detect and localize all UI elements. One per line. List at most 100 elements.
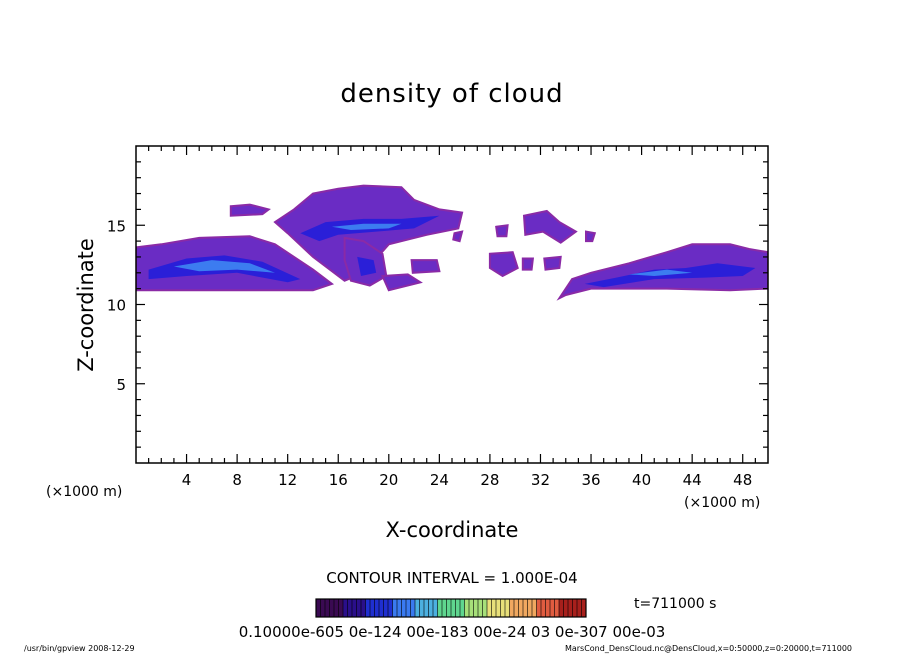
colorbar-cell (505, 599, 510, 617)
region-edge-upper-right-patch (522, 209, 578, 244)
colorbar-cell (536, 599, 542, 617)
colorbar-label: 0.10000e-605 0e-124 00e-183 00e-24 03 0e… (239, 623, 666, 641)
colorbar-cell (428, 599, 434, 617)
x-tick-label: 28 (480, 471, 499, 489)
colorbar-cell (496, 599, 501, 617)
region-upper-right-patch (524, 211, 576, 243)
x-tick-label: 40 (632, 471, 651, 489)
colorbar-cell (469, 599, 474, 617)
colorbar-cell (455, 599, 461, 617)
colorbar-cell (554, 599, 560, 617)
region-upper-cloud (275, 185, 463, 281)
region-edge-small-30 (521, 257, 535, 271)
x-tick-label: 16 (329, 471, 348, 489)
colorbar-cell (523, 599, 528, 617)
colorbar-cell (392, 599, 398, 617)
region-edge-small-mid-1 (410, 259, 441, 274)
colorbar-cell (433, 599, 438, 617)
colorbar-cell (500, 599, 506, 617)
colorbar-cell (316, 599, 321, 617)
colorbar-cell (370, 599, 375, 617)
colorbar-cell (401, 599, 407, 617)
colorbar-cell (464, 599, 470, 617)
region-edge-small-center (381, 273, 423, 292)
region-inner-upper-cloud (331, 223, 402, 230)
colorbar-cell (527, 599, 533, 617)
colorbar-cell (559, 599, 564, 617)
y-axis-ticks: 5 10 15 (107, 161, 768, 448)
colorbar-cell (581, 599, 587, 617)
colorbar-cell (491, 599, 497, 617)
y-tick-label: 15 (107, 217, 126, 235)
colorbar-cell (410, 599, 416, 617)
colorbar-cell (415, 599, 420, 617)
x-axis-label: X-coordinate (386, 518, 519, 542)
y-tick-label: 5 (116, 376, 126, 394)
colorbar-cell (361, 599, 366, 617)
colorbar-cell (572, 599, 578, 617)
colorbar-cell (365, 599, 371, 617)
time-label: t=711000 s (634, 596, 716, 612)
region-small-mid-1 (411, 260, 440, 273)
footer-right: MarsCond_DensCloud.nc@DensCloud,x=0:5000… (565, 644, 852, 653)
y-axis-label: Z-coordinate (74, 238, 98, 372)
colorbar-cell (329, 599, 335, 617)
region-edge-small-right-1 (452, 230, 464, 243)
colorbar-cell (442, 599, 447, 617)
region-small-32 (544, 256, 561, 270)
colorbar-cell (568, 599, 573, 617)
colorbar-cell (550, 599, 555, 617)
colorbar (315, 598, 587, 618)
x-tick-label: 36 (581, 471, 600, 489)
colorbar-cell (532, 599, 537, 617)
x-tick-label: 48 (733, 471, 752, 489)
contour-interval-label: CONTOUR INTERVAL = 1.000E-04 (326, 569, 577, 587)
colorbar-cell (397, 599, 402, 617)
region-edge-upper-left-patch (229, 203, 271, 217)
colorbar-cell (383, 599, 389, 617)
x-tick-label: 32 (531, 471, 550, 489)
x-tick-label: 12 (278, 471, 297, 489)
region-edge-mid-blob (343, 236, 388, 287)
region-edge-upper-cloud (273, 184, 464, 282)
colorbar-cell (482, 599, 488, 617)
colorbar-cell (509, 599, 515, 617)
region-core-mid-blob (357, 256, 377, 276)
x-tick-label: 20 (379, 471, 398, 489)
region-small-center (382, 274, 421, 291)
colorbar-cell (352, 599, 357, 617)
region-edge-left-band (136, 235, 335, 292)
colorbar-cell (320, 599, 326, 617)
colorbar-cell (388, 599, 393, 617)
colorbar-cell (446, 599, 452, 617)
x-axis-ticks: 4 8 12 16 20 24 28 32 36 40 44 48 (148, 146, 756, 489)
plot-frame (135, 145, 769, 464)
colorbar-cell (338, 599, 344, 617)
colorbar-cell (545, 599, 551, 617)
colorbar-cell (374, 599, 380, 617)
region-edge-small-28-top (495, 224, 509, 238)
colorbar-cell (487, 599, 492, 617)
colorbar-cell (424, 599, 429, 617)
colorbar-cell (437, 599, 443, 617)
colorbar-cell (356, 599, 362, 617)
x-axis-unit-right: (×1000 m) (684, 495, 760, 511)
colorbar-cell (343, 599, 348, 617)
footer-left: /usr/bin/gpview 2008-12-29 (24, 644, 135, 653)
colorbar-cell (460, 599, 465, 617)
colorbar-cell (541, 599, 546, 617)
region-edge-right-band (556, 243, 768, 301)
x-tick-label: 8 (232, 471, 242, 489)
y-tick-label: 10 (107, 297, 126, 315)
colorbar-cell (518, 599, 524, 617)
x-tick-label: 44 (683, 471, 702, 489)
colorbar-cell (325, 599, 330, 617)
colorbar-cell (577, 599, 582, 617)
colorbar-cell (451, 599, 456, 617)
x-axis-unit-left: (×1000 m) (46, 484, 122, 500)
region-core-right-band (584, 263, 756, 288)
colorbar-cell (478, 599, 483, 617)
region-inner-right-band (629, 269, 693, 276)
region-inner-left-band (173, 260, 275, 273)
